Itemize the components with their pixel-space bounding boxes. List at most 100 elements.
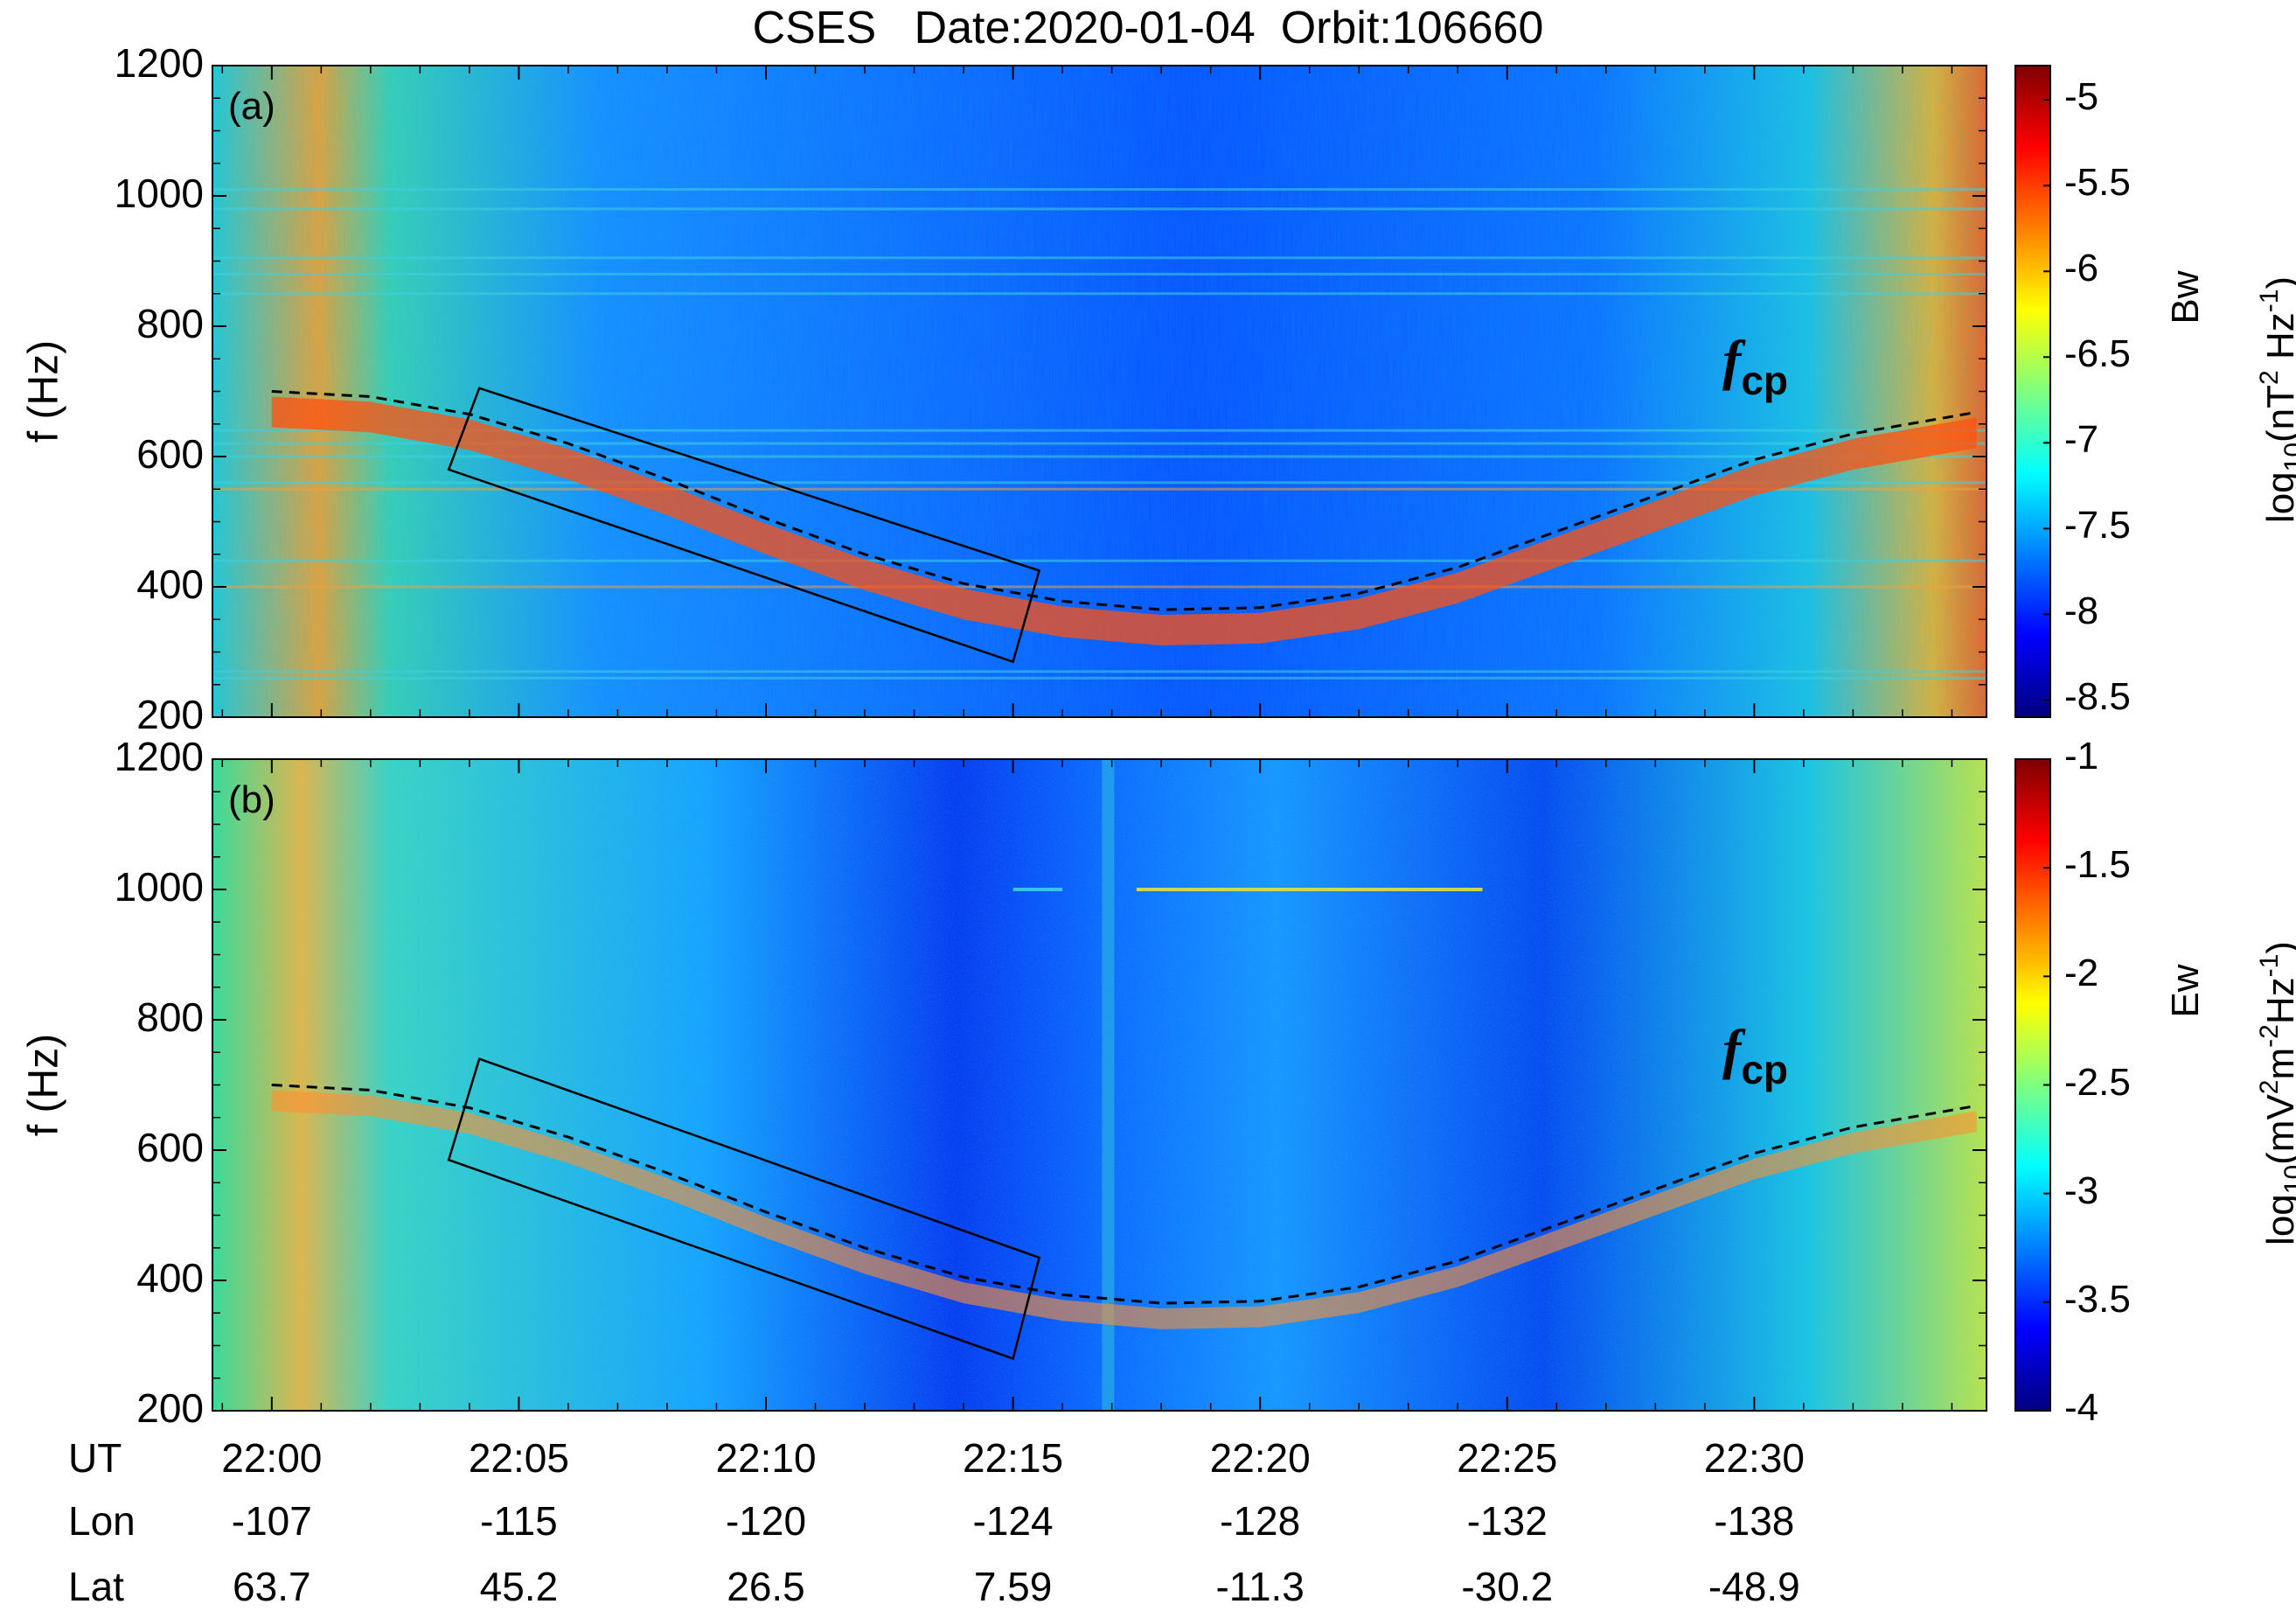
units-rest: (mV [2259, 1094, 2296, 1165]
interference-line [212, 442, 1986, 445]
colorbar-tick-label: -2.5 [2064, 1060, 2131, 1104]
units-mid: Hz [2259, 312, 2296, 360]
interference-line [1136, 888, 1483, 891]
row-value-ut: 22:10 [715, 1435, 817, 1481]
units-sup: -2 [2255, 1024, 2284, 1048]
spectrogram-noise [212, 66, 1986, 717]
row-value-lat: -48.9 [1708, 1564, 1800, 1609]
colorbar-tick-label: -4 [2064, 1386, 2099, 1429]
row-value-lat: 7.59 [973, 1564, 1053, 1609]
proton-whistler-emission [271, 396, 1977, 645]
y-axis-label: f (Hz) [20, 339, 67, 443]
units-hz: Hz [2259, 977, 2296, 1025]
colorbar-variable: Bw [2164, 270, 2207, 324]
units-sub: 10 [2279, 1164, 2296, 1195]
units-sup: -1 [2255, 289, 2284, 313]
panel-label: (b) [228, 778, 275, 821]
units-sup: 2 [2255, 370, 2284, 385]
y-tick-label: 1200 [114, 734, 204, 779]
row-value-lat: -30.2 [1461, 1564, 1554, 1609]
fcp-label: fcp [1722, 329, 1788, 403]
row-value-lat: 45.2 [479, 1564, 559, 1609]
row-value-ut: 22:00 [221, 1435, 323, 1481]
colorbar-tick-label: -7 [2064, 418, 2099, 462]
units-end: ) [2259, 276, 2296, 289]
colorbar-tick-label: -5.5 [2064, 161, 2131, 205]
row-value-lat: 26.5 [727, 1564, 805, 1609]
interference-line [212, 256, 1986, 260]
row-value-lon: -124 [972, 1498, 1054, 1544]
fcp-dashed-curve [271, 1084, 1977, 1305]
highlight-box [447, 387, 1041, 664]
fcp-label-subscript: cp [1741, 358, 1788, 403]
colorbar-tick-label: -3 [2064, 1168, 2099, 1212]
panel-label: (a) [228, 85, 275, 128]
row-value-lon: -115 [480, 1498, 558, 1544]
proton-whistler-emission [271, 1090, 1977, 1329]
interference-line [212, 481, 1986, 485]
colorbar-tick-label: -8.5 [2064, 675, 2131, 719]
row-value-lon: -120 [725, 1498, 807, 1544]
row-value-ut: 22:15 [963, 1435, 1064, 1481]
row-value-lon: -132 [1466, 1498, 1548, 1544]
colorbar-units: log10(mV2m-2Hz-1) [2245, 787, 2296, 1399]
figure-title: CSES Date:2020-01-04 Orbit:106660 [752, 3, 1544, 53]
interference-line [212, 292, 1986, 296]
spectrogram-noise [212, 759, 1986, 1411]
row-value-ut: 22:25 [1457, 1435, 1558, 1481]
units-log: log [2259, 1194, 2296, 1245]
units-sup: -1 [2255, 953, 2284, 978]
colorbar-tick-label: -6.5 [2064, 332, 2131, 376]
units-log: log [2259, 471, 2296, 524]
y-tick-label: 600 [136, 431, 204, 477]
colorbar-tick-label: -6 [2064, 247, 2099, 290]
row-value-ut: 22:30 [1703, 1435, 1805, 1481]
row-label-lon: Lon [68, 1498, 136, 1544]
row-value-ut: 22:20 [1209, 1435, 1311, 1481]
interference-line [212, 670, 1986, 673]
y-tick-label: 800 [136, 994, 204, 1040]
interference-line [212, 559, 1986, 562]
colorbar [2014, 65, 2051, 718]
fcp-label: fcp [1722, 1018, 1788, 1092]
row-value-lon: -107 [231, 1498, 312, 1544]
row-value-lat: 63.7 [233, 1564, 311, 1609]
units-sup: 2 [2255, 1079, 2284, 1095]
colorbar-variable: Ew [2164, 964, 2207, 1018]
units-rest: (nT [2259, 384, 2296, 443]
units-end: ) [2259, 941, 2296, 954]
interference-line [212, 207, 1986, 211]
y-axis-label: f (Hz) [20, 1033, 67, 1136]
y-tick-label: 600 [136, 1125, 204, 1170]
row-value-lon: -128 [1220, 1498, 1301, 1544]
interference-line [212, 676, 1986, 680]
y-tick-label: 200 [136, 1385, 204, 1431]
y-tick-label: 1200 [114, 40, 204, 86]
spectrogram-panel-b [212, 758, 2051, 1412]
fcp-label-subscript: cp [1741, 1047, 1788, 1092]
colorbar-tick-label: -5 [2064, 75, 2099, 119]
colorbar-units: log10(nT2 Hz-1) [2245, 94, 2296, 706]
y-tick-label: 400 [136, 1255, 204, 1301]
row-label-lat: Lat [68, 1564, 124, 1609]
row-value-lat: -11.3 [1215, 1564, 1305, 1609]
colorbar-tick-label: -8 [2064, 589, 2099, 633]
row-value-lon: -138 [1714, 1498, 1795, 1544]
interference-line [212, 455, 1986, 458]
spectrogram-panel-a [212, 65, 2051, 718]
y-tick-label: 1000 [114, 171, 204, 216]
interference-line [212, 188, 1986, 192]
interference-line [212, 487, 1986, 491]
units-mid: m [2259, 1048, 2296, 1080]
colorbar-tick-label: -7.5 [2064, 504, 2131, 547]
row-label-ut: UT [68, 1435, 122, 1481]
vertical-band [1102, 759, 1115, 1411]
colorbar-tick-label: -2 [2064, 952, 2099, 995]
row-value-ut: 22:05 [468, 1435, 569, 1481]
interference-line [212, 585, 1986, 589]
interference-line [212, 429, 1986, 432]
y-tick-label: 200 [136, 692, 204, 737]
